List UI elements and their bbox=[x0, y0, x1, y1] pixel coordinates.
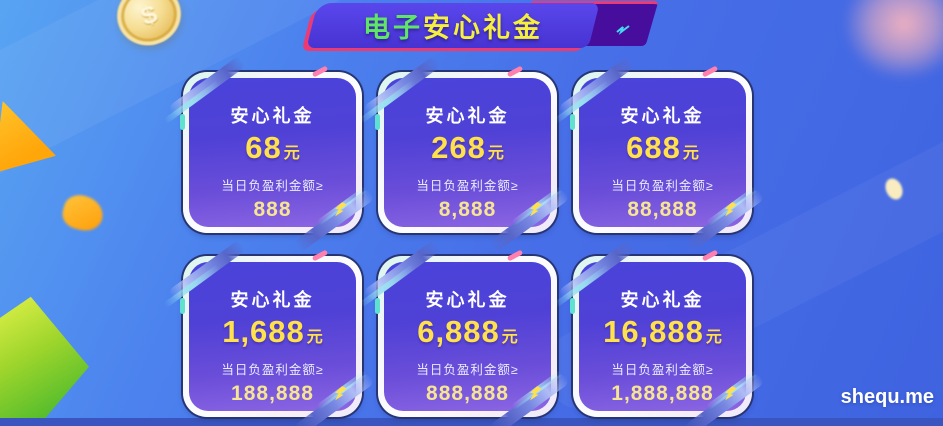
teal-accent bbox=[375, 298, 380, 314]
amount-unit: 元 bbox=[283, 145, 300, 162]
title-banner: 电子 安心礼金 bbox=[306, 0, 659, 52]
condition-label: 当日负盈利金额≥ bbox=[221, 363, 324, 377]
amount-value: 68 bbox=[245, 130, 282, 165]
amount-value: 6,888 bbox=[417, 314, 500, 349]
condition-label: 当日负盈利金额≥ bbox=[416, 179, 519, 193]
amount-value: 1,688 bbox=[222, 314, 305, 349]
condition-threshold: 8,888 bbox=[438, 198, 497, 221]
card-title: 安心礼金 bbox=[230, 290, 315, 310]
amount-unit: 元 bbox=[682, 145, 699, 162]
card-title: 安心礼金 bbox=[620, 290, 705, 310]
teal-accent bbox=[180, 114, 185, 130]
condition-threshold: 88,888 bbox=[627, 198, 698, 221]
card-title: 安心礼金 bbox=[425, 106, 510, 126]
gift-card-body: 安心礼金 688 元 当日负盈利金额≥ 88,888 bbox=[579, 78, 746, 227]
gift-card[interactable]: 安心礼金 1,688 元 当日负盈利金额≥ 188,888 bbox=[163, 239, 376, 426]
card-title: 安心礼金 bbox=[230, 106, 315, 126]
gift-card[interactable]: 安心礼金 688 元 当日负盈利金额≥ 88,888 bbox=[553, 55, 766, 253]
pink-petal bbox=[843, 0, 943, 80]
pink-accent bbox=[701, 65, 719, 78]
condition-label: 当日负盈利金额≥ bbox=[416, 363, 519, 377]
card-amount: 68 元 bbox=[245, 129, 300, 172]
amount-unit: 元 bbox=[306, 329, 323, 346]
teal-accent bbox=[375, 114, 380, 130]
pink-accent bbox=[506, 65, 524, 78]
pink-accent bbox=[506, 249, 524, 262]
gift-card-body: 安心礼金 68 元 当日负盈利金额≥ 888 bbox=[189, 78, 356, 227]
gift-card-body: 安心礼金 6,888 元 当日负盈利金额≥ 888,888 bbox=[384, 262, 551, 411]
page-title-suffix: 安心礼金 bbox=[423, 13, 543, 43]
condition-label: 当日负盈利金额≥ bbox=[221, 179, 324, 193]
teal-accent bbox=[570, 114, 575, 130]
gift-card[interactable]: 安心礼金 16,888 元 当日负盈利金额≥ 1,888,888 bbox=[553, 239, 766, 426]
gift-card-body: 安心礼金 16,888 元 当日负盈利金额≥ 1,888,888 bbox=[579, 262, 746, 411]
bottom-edge-band bbox=[0, 418, 943, 426]
teal-accent bbox=[180, 298, 185, 314]
teal-accent bbox=[570, 298, 575, 314]
pink-accent bbox=[311, 65, 329, 78]
watermark: shequ.me bbox=[840, 386, 934, 408]
gift-card-grid: 安心礼金 68 元 当日负盈利金额≥ 888 安心礼金 268 元 bbox=[163, 55, 766, 426]
spark-icon bbox=[616, 25, 630, 35]
amount-value: 688 bbox=[626, 130, 681, 165]
amount-unit: 元 bbox=[501, 329, 518, 346]
condition-threshold: 888,888 bbox=[426, 382, 509, 405]
condition-label: 当日负盈利金额≥ bbox=[611, 179, 714, 193]
condition-threshold: 188,888 bbox=[231, 382, 314, 405]
gift-card-body: 安心礼金 1,688 元 当日负盈利金额≥ 188,888 bbox=[189, 262, 356, 411]
green-cube bbox=[0, 296, 89, 426]
page-title-prefix: 电子 bbox=[363, 13, 423, 43]
condition-threshold: 888 bbox=[253, 198, 292, 221]
gift-card-body: 安心礼金 268 元 当日负盈利金额≥ 8,888 bbox=[384, 78, 551, 227]
gift-card[interactable]: 安心礼金 6,888 元 当日负盈利金额≥ 888,888 bbox=[358, 239, 571, 426]
card-amount: 268 元 bbox=[431, 129, 504, 172]
card-amount: 6,888 元 bbox=[417, 313, 518, 356]
gift-card[interactable]: 安心礼金 268 元 当日负盈利金额≥ 8,888 bbox=[358, 55, 571, 253]
amount-unit: 元 bbox=[487, 145, 504, 162]
pink-accent bbox=[701, 249, 719, 262]
amount-value: 16,888 bbox=[603, 314, 704, 349]
amount-unit: 元 bbox=[705, 329, 722, 346]
condition-threshold: 1,888,888 bbox=[611, 382, 714, 405]
amount-value: 268 bbox=[431, 130, 486, 165]
card-title: 安心礼金 bbox=[620, 106, 705, 126]
card-amount: 1,688 元 bbox=[222, 313, 323, 356]
pink-accent bbox=[311, 249, 329, 262]
card-title: 安心礼金 bbox=[425, 290, 510, 310]
card-amount: 16,888 元 bbox=[603, 313, 722, 356]
orange-petal bbox=[59, 191, 107, 235]
page-title: 电子 安心礼金 bbox=[306, 3, 600, 48]
condition-label: 当日负盈利金额≥ bbox=[611, 363, 714, 377]
card-amount: 688 元 bbox=[626, 129, 699, 172]
gift-card[interactable]: 安心礼金 68 元 当日负盈利金额≥ 888 bbox=[163, 55, 376, 253]
